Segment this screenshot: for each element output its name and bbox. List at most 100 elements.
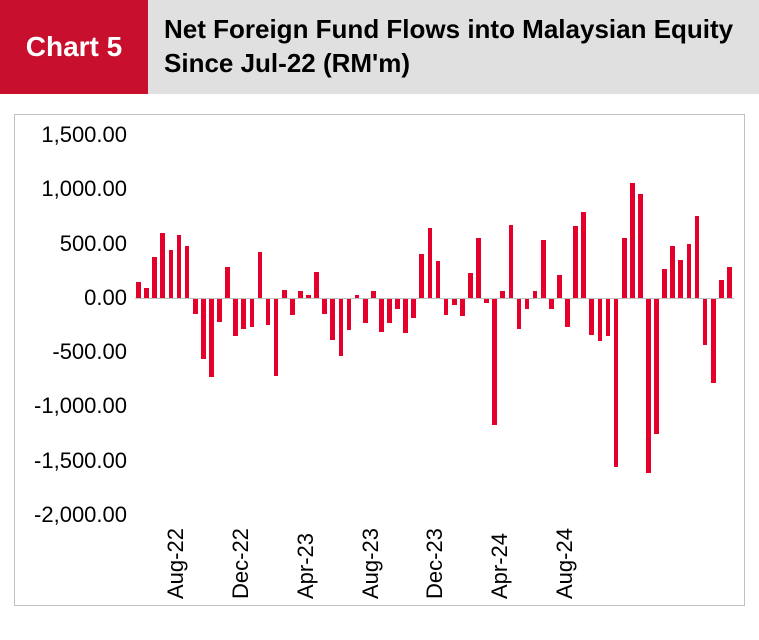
bar: [622, 238, 627, 298]
bar: [314, 272, 319, 298]
bar: [606, 298, 611, 336]
bar: [598, 298, 603, 341]
bar-slot: [175, 135, 183, 515]
bar: [169, 250, 174, 298]
header-row: Chart 5 Net Foreign Fund Flows into Mala…: [0, 0, 759, 94]
y-axis-tick-label: 1,500.00: [41, 122, 127, 148]
bar-slot: [313, 135, 321, 515]
bar: [711, 298, 716, 383]
bar: [492, 298, 497, 425]
bar-slot: [265, 135, 273, 515]
bar-slot: [240, 135, 248, 515]
bar-slot: [321, 135, 329, 515]
bar: [201, 298, 206, 359]
bar: [193, 298, 198, 314]
bar-slot: [613, 135, 621, 515]
bar: [266, 298, 271, 325]
bar-slot: [248, 135, 256, 515]
bar-slot: [434, 135, 442, 515]
bar: [152, 257, 157, 298]
bar: [614, 298, 619, 467]
bar-slot: [499, 135, 507, 515]
bar-slot: [386, 135, 394, 515]
bar: [581, 212, 586, 298]
bar-slot: [289, 135, 297, 515]
zero-gridline: [135, 298, 734, 299]
bar-slot: [621, 135, 629, 515]
x-axis-labels: Aug-22Dec-22Apr-23Aug-23Dec-23Apr-24Aug-…: [135, 519, 734, 605]
bar: [144, 288, 149, 298]
bar-slot: [329, 135, 337, 515]
bar: [630, 183, 635, 298]
bar: [298, 291, 303, 298]
bar: [339, 298, 344, 357]
bar: [517, 298, 522, 329]
bar-slot: [216, 135, 224, 515]
bar: [177, 235, 182, 298]
plot-region: 1,500.001,000.00500.000.00-500.00-1,000.…: [135, 135, 734, 515]
bar: [185, 246, 190, 298]
bar-slot: [629, 135, 637, 515]
chart-container: Chart 5 Net Foreign Fund Flows into Mala…: [0, 0, 759, 640]
bar-slot: [459, 135, 467, 515]
bar-slot: [151, 135, 159, 515]
bar: [379, 298, 384, 332]
bar-slot: [532, 135, 540, 515]
bar-slot: [726, 135, 734, 515]
bar-slot: [669, 135, 677, 515]
bar: [670, 246, 675, 298]
bar-slot: [184, 135, 192, 515]
bar-slot: [135, 135, 143, 515]
bar-slot: [556, 135, 564, 515]
bar: [330, 298, 335, 340]
bar: [395, 298, 400, 309]
bar-slot: [540, 135, 548, 515]
bar-slot: [208, 135, 216, 515]
bar-slot: [297, 135, 305, 515]
bar: [250, 298, 255, 327]
bar: [411, 298, 416, 319]
bar: [428, 228, 433, 297]
bar-slot: [475, 135, 483, 515]
bar-slot: [192, 135, 200, 515]
bar-slot: [710, 135, 718, 515]
bar: [419, 254, 424, 297]
bar: [525, 298, 530, 309]
chart-area: 1,500.001,000.00500.000.00-500.00-1,000.…: [14, 114, 745, 606]
bar-slot: [588, 135, 596, 515]
bar-slot: [491, 135, 499, 515]
bar: [565, 298, 570, 327]
bar: [136, 282, 141, 298]
bar-slot: [394, 135, 402, 515]
bar-slot: [378, 135, 386, 515]
bar: [695, 216, 700, 297]
bar: [371, 291, 376, 298]
bar-slot: [281, 135, 289, 515]
bar-slot: [483, 135, 491, 515]
bar-slot: [418, 135, 426, 515]
bar: [160, 233, 165, 298]
bar-slot: [685, 135, 693, 515]
bar: [727, 267, 732, 297]
bar-slot: [402, 135, 410, 515]
bar: [460, 298, 465, 316]
bar: [476, 238, 481, 298]
bar-series: [135, 135, 734, 515]
bar: [533, 291, 538, 298]
bar: [363, 298, 368, 323]
bar-slot: [524, 135, 532, 515]
bar-slot: [653, 135, 661, 515]
bar-slot: [143, 135, 151, 515]
bar: [387, 298, 392, 323]
y-axis-tick-label: 500.00: [60, 231, 127, 257]
bar: [444, 298, 449, 315]
bar-slot: [224, 135, 232, 515]
bar: [589, 298, 594, 335]
y-axis-tick-label: -500.00: [52, 339, 127, 365]
bar: [687, 244, 692, 298]
bar-slot: [702, 135, 710, 515]
bar: [573, 226, 578, 298]
bar: [225, 267, 230, 297]
bar-slot: [467, 135, 475, 515]
bar-slot: [596, 135, 604, 515]
